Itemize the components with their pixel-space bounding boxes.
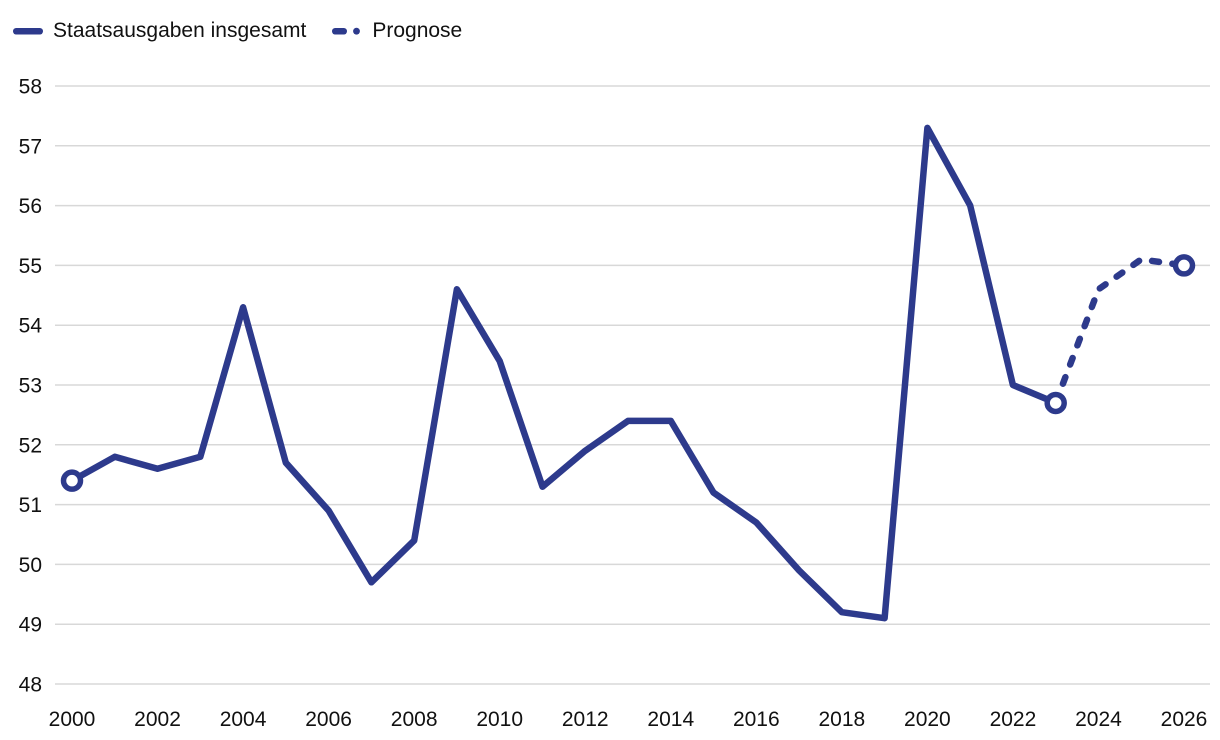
x-tick-label: 2016 (733, 708, 780, 731)
open-circle-marker (60, 469, 84, 492)
y-tick-label: 56 (19, 195, 42, 218)
y-tick-label: 55 (19, 255, 42, 278)
y-tick-label: 58 (19, 76, 42, 99)
x-tick-label: 2004 (220, 708, 267, 731)
y-tick-label: 53 (19, 375, 42, 398)
y-tick-label: 57 (19, 135, 42, 158)
data-line (68, 124, 1059, 622)
y-tick-label: 54 (19, 315, 43, 338)
legend: Staatsausgaben insgesamt Prognose (12, 18, 462, 44)
x-tick-label: 2026 (1161, 708, 1208, 731)
y-axis-labels: 48 49 50 51 52 53 54 55 56 57 58 (19, 76, 43, 697)
open-circle-marker (1172, 254, 1196, 277)
forecast-line (1052, 256, 1188, 407)
open-circle-marker (1044, 391, 1067, 415)
y-tick-label: 50 (19, 554, 42, 577)
gridlines (55, 85, 1210, 685)
legend-label-staatsausgaben: Staatsausgaben insgesamt (53, 19, 307, 42)
legend-item-staatsausgaben: Staatsausgaben insgesamt (12, 18, 306, 44)
data-point-markers (60, 254, 1196, 492)
x-tick-label: 2002 (134, 708, 181, 731)
dashed-line-swatch (332, 27, 361, 35)
x-tick-label: 2022 (990, 708, 1037, 731)
dashed-swatch-dash (332, 28, 348, 35)
x-axis-labels: 2000 2002 2004 2006 2008 2010 2012 2014 2016 2018… (49, 708, 1208, 731)
x-tick-label: 2012 (562, 708, 609, 731)
y-tick-label: 48 (19, 674, 42, 697)
solid-line-swatch (13, 28, 43, 35)
x-tick-label: 2018 (818, 708, 865, 731)
x-tick-label: 2020 (904, 708, 951, 731)
x-tick-label: 2014 (647, 708, 694, 731)
x-tick-label: 2008 (391, 708, 438, 731)
x-tick-label: 2000 (49, 708, 96, 731)
solid-swatch-shape (13, 28, 43, 35)
legend-label-prognose: Prognose (372, 19, 463, 42)
y-tick-label: 52 (19, 434, 42, 457)
legend-item-prognose: Prognose (332, 18, 462, 44)
x-tick-label: 2010 (476, 708, 523, 731)
y-tick-label: 51 (19, 494, 42, 517)
dashed-swatch-dot (353, 27, 361, 35)
y-tick-label: 49 (19, 614, 42, 637)
x-tick-label: 2024 (1075, 708, 1122, 731)
x-tick-label: 2006 (305, 708, 352, 731)
